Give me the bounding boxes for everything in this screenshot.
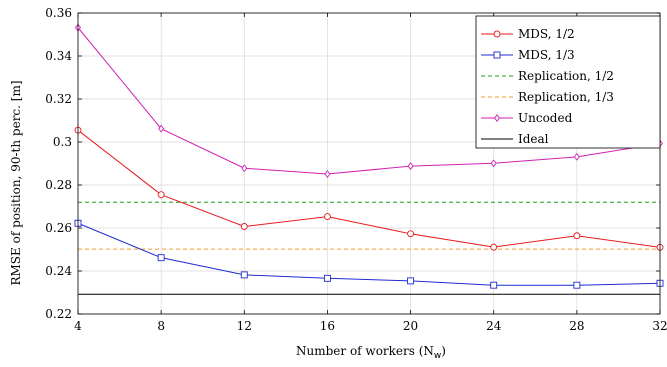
y-tick-label: 0.28 <box>45 178 72 192</box>
legend-label: Uncoded <box>518 111 573 125</box>
y-tick-label: 0.22 <box>45 307 72 321</box>
plot-frame <box>77 12 661 315</box>
y-tick-label: 0.34 <box>45 49 72 63</box>
data-point-uncoded <box>490 159 497 168</box>
legend-marker <box>493 51 501 59</box>
legend-entries: MDS, 1/2 MDS, 1/3 Replication, 1/2 Replicat… <box>481 27 614 146</box>
x-tick-labels: 4 8 12 16 20 24 28 32 <box>74 319 667 333</box>
series-mds-1-2 <box>74 126 664 251</box>
x-tick-label: 4 <box>74 319 82 333</box>
data-point-mds-1-3 <box>240 271 248 279</box>
data-point-mds-1-3 <box>407 277 415 285</box>
legend: MDS, 1/2 MDS, 1/3 Replication, 1/2 Replicat… <box>475 15 661 149</box>
legend-entry-ideal: Ideal <box>481 132 549 146</box>
x-tick-label: 12 <box>237 319 252 333</box>
x-tick-label: 8 <box>157 319 165 333</box>
data-point-uncoded <box>324 170 331 178</box>
y-tick-label: 0.24 <box>45 264 72 278</box>
legend-marker <box>493 30 501 38</box>
legend-label: Replication, 1/3 <box>518 90 614 104</box>
x-tick-label: 32 <box>652 319 667 333</box>
legend-label: Ideal <box>518 132 549 146</box>
y-axis-label: RMSE of position, 90-th perc. [m] <box>9 80 23 285</box>
data-point-uncoded <box>407 162 414 171</box>
legend-label: Replication, 1/2 <box>518 69 614 83</box>
data-point-uncoded <box>573 152 580 161</box>
x-axis-label-main: Number of workers (N <box>296 344 434 358</box>
x-axis-label-subscript: w <box>434 351 441 361</box>
legend-entry-replication-1-3: Replication, 1/3 <box>481 90 614 104</box>
y-tick-label: 0.32 <box>45 92 72 106</box>
data-point-mds-1-3 <box>490 281 498 289</box>
y-tick-label: 0.36 <box>45 6 72 20</box>
legend-entry-mds-1-2: MDS, 1/2 <box>481 27 575 41</box>
legend-entry-replication-1-2: Replication, 1/2 <box>481 69 614 83</box>
data-point-mds-1-2 <box>490 243 498 251</box>
data-point-mds-1-3 <box>323 274 331 282</box>
x-tick-label: 24 <box>486 319 502 333</box>
x-axis-label-close: ) <box>441 344 446 358</box>
legend-label: MDS, 1/2 <box>518 27 575 41</box>
data-point-mds-1-2 <box>323 213 331 221</box>
data-point-mds-1-3 <box>573 281 581 289</box>
series-line-uncoded <box>77 27 661 175</box>
data-point-uncoded <box>158 124 165 133</box>
x-tick-label: 16 <box>320 319 335 333</box>
series-line-mds-1-2 <box>77 129 661 248</box>
legend-marker <box>494 114 500 122</box>
series-mds-1-3 <box>74 219 664 289</box>
data-point-uncoded <box>241 164 248 173</box>
data-point-mds-1-2 <box>573 232 581 240</box>
y-tick-label: 0.26 <box>45 221 72 235</box>
legend-entry-mds-1-3: MDS, 1/3 <box>481 48 575 62</box>
legend-label: MDS, 1/3 <box>518 48 575 62</box>
x-tick-label: 28 <box>569 319 584 333</box>
x-tick-label: 20 <box>403 319 418 333</box>
y-tick-labels: 0.22 0.24 0.26 0.28 0.3 0.32 0.34 0.36 <box>45 6 72 321</box>
legend-box <box>475 15 661 149</box>
data-point-mds-1-2 <box>407 230 415 238</box>
legend-entry-uncoded: Uncoded <box>481 111 573 125</box>
data-point-mds-1-3 <box>157 254 165 262</box>
x-axis-label: Number of workers (Nw) <box>296 344 446 361</box>
data-point-mds-1-2 <box>240 223 248 230</box>
series-line-mds-1-3 <box>77 222 661 286</box>
y-tick-label: 0.3 <box>53 135 72 149</box>
data-point-mds-1-2 <box>157 191 165 199</box>
